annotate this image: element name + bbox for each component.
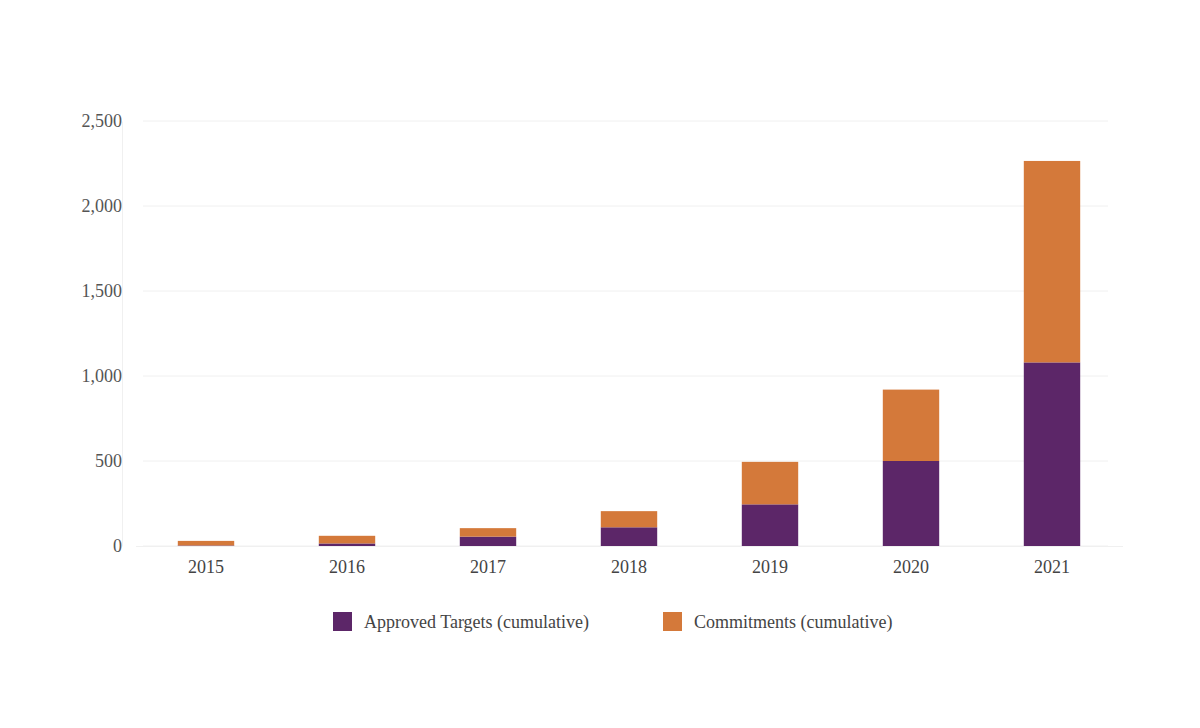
bar [883, 390, 939, 461]
bar [601, 511, 657, 527]
bar [319, 543, 375, 546]
bar [742, 504, 798, 546]
legend-swatch [333, 612, 352, 631]
legend-item: Commitments (cumulative) [663, 612, 892, 633]
axis-line [122, 122, 123, 547]
tick-label: 2,500 [82, 111, 123, 131]
bar [460, 537, 516, 546]
legend-label: Commitments (cumulative) [694, 612, 892, 633]
tick-label: 2016 [329, 557, 365, 577]
grid-line [143, 376, 1108, 377]
grid-line [143, 461, 1108, 462]
bar [178, 541, 234, 546]
grid [143, 121, 1108, 546]
bar [460, 528, 516, 537]
bar [883, 461, 939, 546]
tick: 2016 [329, 546, 365, 577]
legend-item: Approved Targets (cumulative) [333, 612, 589, 633]
tick-label: 2017 [470, 557, 506, 577]
bars [178, 161, 1080, 546]
x-axis: 2015 2016 2017 2018 2019 2020 2021 [136, 546, 1123, 577]
tick-label: 2,000 [82, 196, 123, 216]
y-axis: 0 500 1,000 1,500 2,000 2,500 [82, 111, 123, 556]
legend-swatch [663, 612, 682, 631]
tick-label: 1,500 [82, 281, 123, 301]
tick: 0 [113, 536, 122, 556]
grid-line [143, 291, 1108, 292]
tick: 2015 [188, 546, 224, 577]
tick-label: 2015 [188, 557, 224, 577]
tick: 2,000 [82, 196, 123, 216]
series [178, 362, 1080, 546]
legend: Approved Targets (cumulative) Commitments… [333, 612, 892, 633]
tick: 2017 [470, 546, 506, 577]
tick-label: 1,000 [82, 366, 123, 386]
bar [742, 462, 798, 505]
bar [1024, 362, 1080, 546]
tick-label: 2018 [611, 557, 647, 577]
axis-line [136, 546, 1123, 547]
tick-label: 2021 [1034, 557, 1070, 577]
bar [601, 527, 657, 546]
tick: 2021 [1034, 546, 1070, 577]
tick: 2018 [611, 546, 647, 577]
tick: 500 [95, 451, 122, 471]
legend-label: Approved Targets (cumulative) [364, 612, 589, 633]
tick-label: 2020 [893, 557, 929, 577]
tick: 2020 [893, 546, 929, 577]
tick-label: 2019 [752, 557, 788, 577]
tick: 2019 [752, 546, 788, 577]
tick-label: 0 [113, 536, 122, 556]
tick: 1,500 [82, 281, 123, 301]
bar [319, 536, 375, 544]
series [178, 161, 1080, 546]
bar [1024, 161, 1080, 362]
tick-label: 500 [95, 451, 122, 471]
chart: 0 500 1,000 1,500 2,000 2,500 2015 2016 2017 2018… [0, 0, 1200, 728]
grid-line [143, 206, 1108, 207]
tick: 2,500 [82, 111, 123, 131]
grid-line [143, 121, 1108, 122]
tick: 1,000 [82, 366, 123, 386]
